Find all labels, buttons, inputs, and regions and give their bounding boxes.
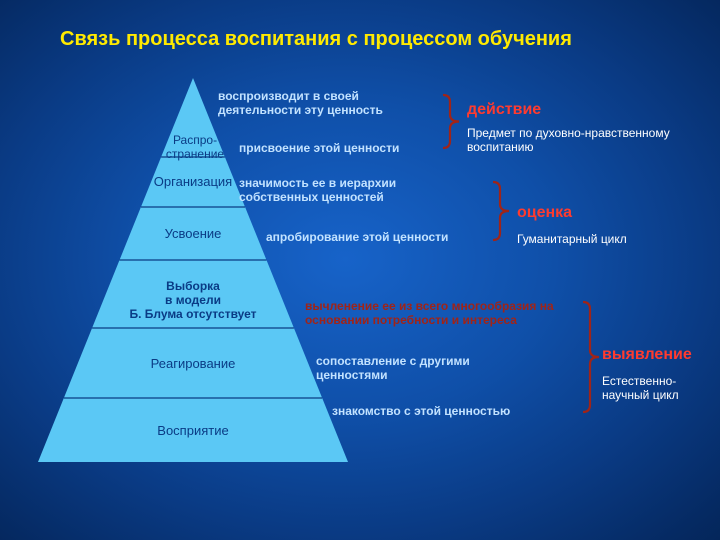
category-heading: оценка (517, 204, 572, 222)
bracket (583, 302, 599, 412)
annotation-text: сопоставление с другими ценностями (316, 355, 536, 383)
category-heading: действие (467, 101, 541, 119)
pyramid-level-label: Выборкав моделиБ. Блума отсутствует (88, 280, 298, 321)
pyramid-level-label: Восприятие (108, 424, 278, 439)
category-subtext: Гуманитарный цикл (517, 232, 717, 246)
annotation-text: воспроизводит в своей деятельности эту ц… (218, 90, 418, 118)
annotation-text: знакомство с этой ценностью (332, 405, 582, 419)
category-subtext: Предмет по духовно-нравственному воспита… (467, 126, 687, 154)
pyramid-level-label: Реагирование (108, 357, 278, 372)
annotation-text: апробирование этой ценности (266, 231, 496, 245)
bracket (443, 95, 459, 148)
category-heading: выявление (602, 346, 692, 364)
diagram-canvas (0, 0, 720, 540)
annotation-text: присвоение этой ценности (239, 142, 439, 156)
pyramid-level-label: Распро-странение (150, 134, 240, 162)
annotation-text: значимость ее в иерархии собственных цен… (239, 177, 449, 205)
slide-title: Связь процесса воспитания с процессом об… (60, 28, 572, 51)
annotation-text: вычленение ее из всего многообразия на о… (305, 300, 585, 328)
pyramid-level-label: Усвоение (128, 227, 258, 242)
category-subtext: Естественно-научный цикл (602, 374, 712, 402)
